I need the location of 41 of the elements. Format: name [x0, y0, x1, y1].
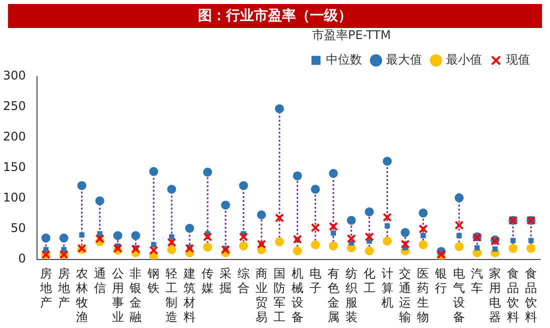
x-tick-label: 电气设备 [453, 266, 466, 324]
legend-label: 中位数 [326, 52, 362, 67]
x-tick-label: 轻工制造 [166, 266, 178, 324]
y-tick-label: 0 [18, 252, 26, 266]
x-tick-label: 通信 [94, 266, 106, 296]
x-tick-label: 有色金属 [327, 266, 340, 324]
y-tick-label: 150 [3, 160, 26, 174]
x-tick-label: 银行 [434, 266, 448, 296]
x-tick-label: 钢铁 [146, 266, 160, 296]
legend-label: 现值 [506, 52, 530, 67]
x-tick-label: 商业贸易 [256, 266, 268, 324]
x-tick-label: 食品饮料 [524, 266, 538, 324]
y-tick-label: 250 [3, 99, 26, 114]
y-tick-label: 100 [3, 190, 26, 205]
x-tick-label: 医药生物 [417, 266, 430, 324]
x-tick-label: 房地产 [56, 266, 70, 310]
legend-title: 市盈率PE-TTM [312, 28, 391, 42]
x-tick-label: 家用电器 [489, 266, 502, 324]
x-tick-label: 电子 [309, 266, 322, 296]
legend-label: 最小值 [446, 52, 482, 67]
x-tick-label: 传媒 [202, 266, 214, 296]
legend-label: 最大值 [386, 52, 422, 67]
x-tick-label: 房地产 [38, 266, 52, 310]
x-tick-label: 综合 [238, 266, 250, 296]
x-tick-label: 食品饮料 [506, 266, 520, 324]
x-tick-label: 非银金融 [128, 266, 142, 324]
x-tick-label: 纺织服装 [345, 266, 358, 324]
x-tick-label: 机械设备 [291, 266, 304, 324]
x-tick-label: 公用事业 [112, 266, 124, 324]
x-tick-label: 采掘 [220, 266, 232, 296]
y-tick-label: 200 [3, 130, 26, 144]
chart-title: 图：行业市盈率（一级） [8, 4, 542, 28]
x-tick-label: 汽车 [471, 266, 484, 296]
y-tick-label: 50 [10, 221, 26, 236]
x-tick-label: 计算机 [381, 266, 394, 310]
x-tick-label: 化工 [363, 266, 376, 296]
x-tick-label: 农林牧渔 [74, 266, 88, 324]
x-tick-label: 建筑材料 [182, 266, 196, 324]
x-tick-label: 国防军工 [273, 266, 286, 324]
x-tick-label: 交通运输 [399, 266, 412, 324]
y-tick-label: 300 [3, 68, 26, 83]
